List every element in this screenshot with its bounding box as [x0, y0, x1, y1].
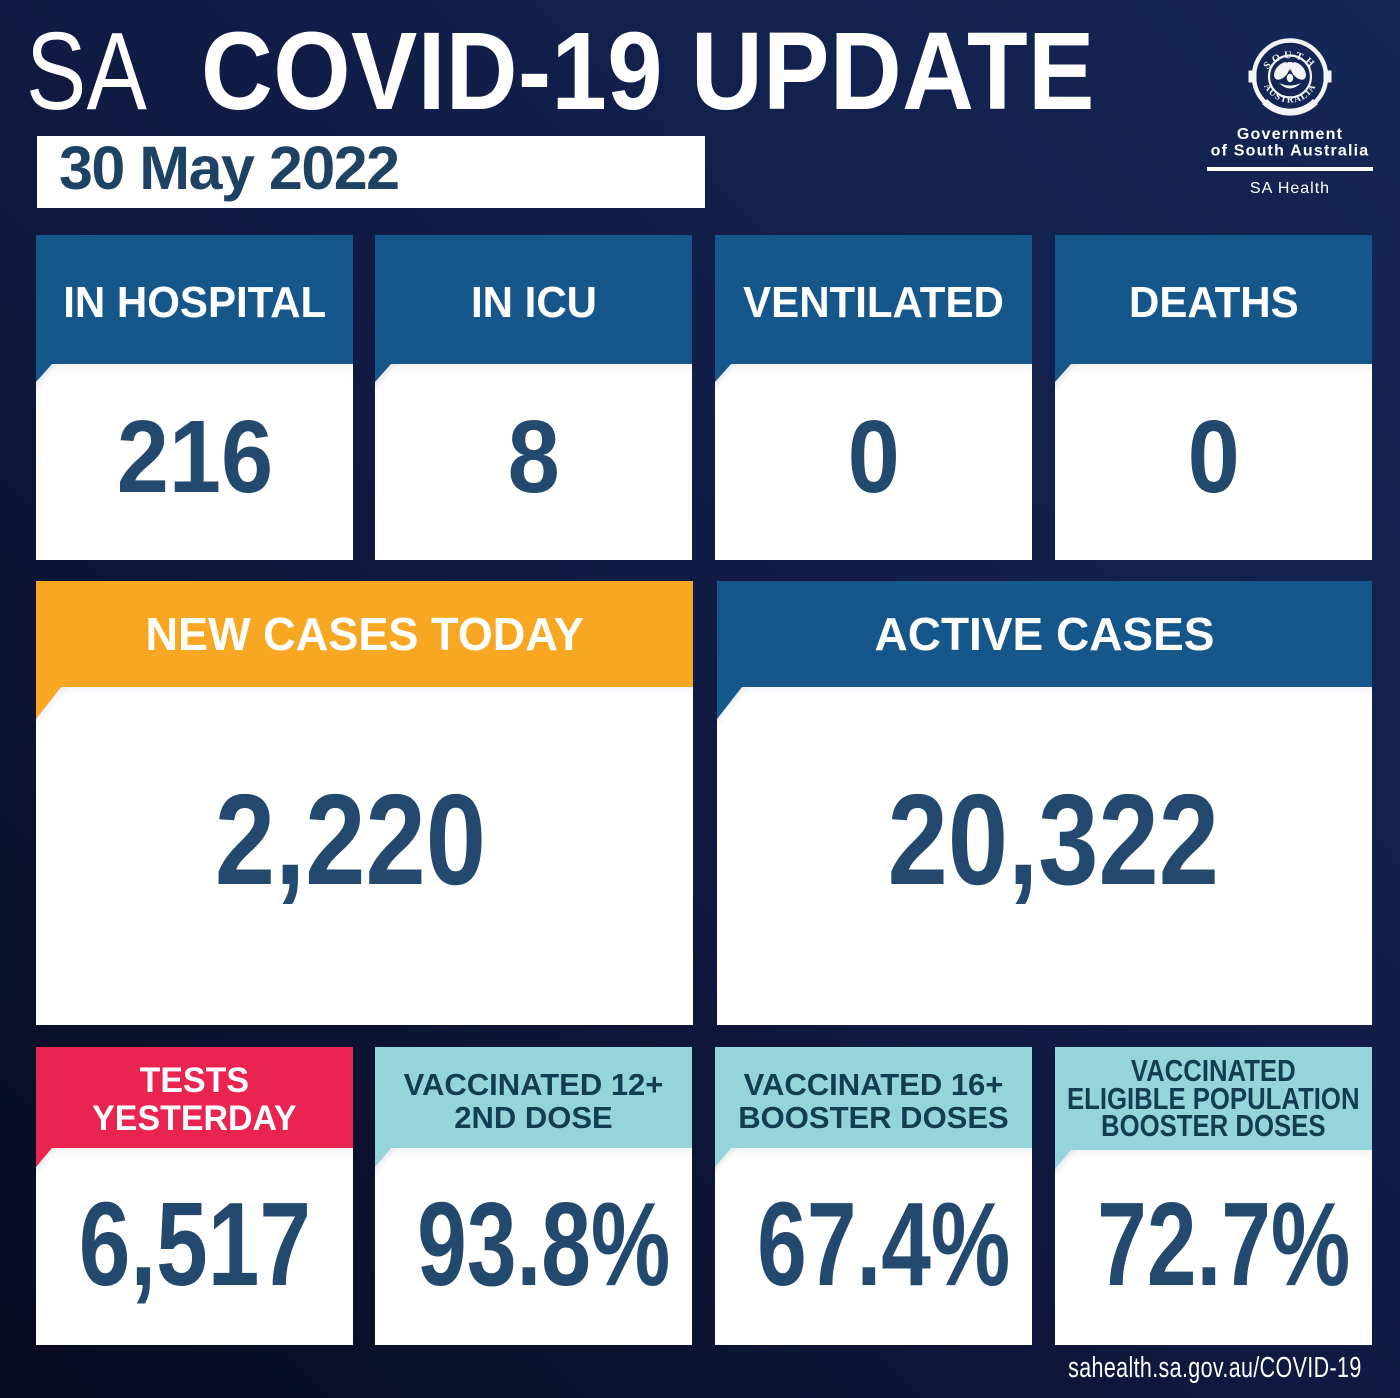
svg-text:SA Health: SA Health [1250, 180, 1330, 197]
svg-text:of South Australia: of South Australia [1211, 143, 1370, 160]
svg-text:Government: Government [1237, 126, 1343, 143]
